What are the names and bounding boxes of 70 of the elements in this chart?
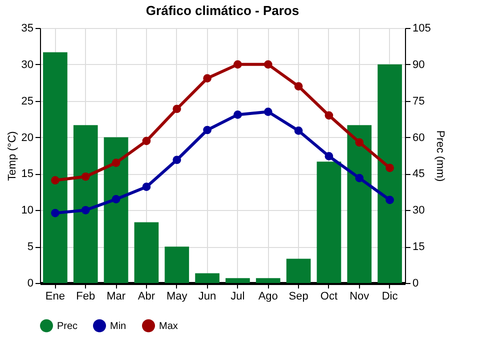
y2-tick-label: 30 xyxy=(412,204,425,217)
point xyxy=(355,138,364,147)
y2-tick-label: 60 xyxy=(412,132,425,144)
x-tick-label: Dic xyxy=(382,290,398,302)
point xyxy=(203,74,212,82)
y-tick-label: 35 xyxy=(21,22,34,34)
y-tick-label: 5 xyxy=(27,241,34,254)
y2-tick-label: 105 xyxy=(412,22,431,34)
point xyxy=(324,111,334,120)
bar xyxy=(256,278,280,283)
x-tick-label: Abr xyxy=(138,290,156,302)
y2-axis-title: Prec (mm) xyxy=(434,130,446,182)
legend-label: Max xyxy=(159,320,178,332)
point xyxy=(112,195,120,204)
point xyxy=(203,126,212,134)
point xyxy=(355,174,364,182)
y-tick-label: 30 xyxy=(21,58,34,71)
point xyxy=(81,206,90,214)
bar xyxy=(316,162,342,283)
y2-tick-label: 75 xyxy=(412,95,425,108)
bar xyxy=(164,246,190,283)
y-tick-label: 0 xyxy=(27,278,34,290)
bar xyxy=(134,222,159,283)
x-tick-label: Feb xyxy=(76,290,96,302)
x-tick-label: Sep xyxy=(288,290,308,302)
point xyxy=(172,156,182,164)
bar xyxy=(347,125,372,283)
point xyxy=(142,182,151,192)
chart-title: Gráfico climático - Paros xyxy=(146,3,300,18)
bar xyxy=(43,52,68,283)
y-tick-label: 20 xyxy=(21,132,34,144)
x-tick-label: Ago xyxy=(258,290,278,302)
point xyxy=(234,110,242,119)
y2-tick-label: 90 xyxy=(412,58,425,71)
point xyxy=(264,108,272,116)
x-tick-label: Nov xyxy=(350,290,370,302)
point xyxy=(294,82,303,90)
x-tick-label: Jun xyxy=(198,290,216,302)
x-tick-label: Ene xyxy=(45,290,65,302)
bar xyxy=(226,278,250,283)
point xyxy=(386,196,394,204)
bar xyxy=(73,125,98,283)
point xyxy=(81,172,90,181)
y2-tick-label: 45 xyxy=(412,168,425,180)
point xyxy=(324,152,334,160)
point xyxy=(172,104,182,114)
point xyxy=(51,176,60,184)
bar xyxy=(378,64,402,283)
x-tick-label: Mar xyxy=(106,290,126,302)
y-tick-label: 10 xyxy=(21,204,34,217)
x-tick-label: Oct xyxy=(320,290,338,302)
bar xyxy=(104,137,128,283)
point xyxy=(51,208,60,218)
x-tick-label: Jul xyxy=(230,290,245,302)
y2-tick-label: 15 xyxy=(412,241,425,254)
y-tick-label: 25 xyxy=(21,95,34,108)
point xyxy=(294,126,303,135)
point xyxy=(112,158,120,167)
bar xyxy=(286,258,311,283)
legend-label: Prec xyxy=(57,320,78,332)
point xyxy=(386,164,394,172)
y2-tick-label: 0 xyxy=(412,278,419,290)
legend-label: Min xyxy=(110,320,126,332)
point xyxy=(142,136,151,146)
x-tick-label: May xyxy=(166,290,188,302)
point xyxy=(264,60,272,69)
bar xyxy=(195,273,220,283)
y-axis-title: Temp (°C) xyxy=(6,131,18,181)
point xyxy=(234,60,242,69)
y-tick-label: 15 xyxy=(21,168,34,180)
